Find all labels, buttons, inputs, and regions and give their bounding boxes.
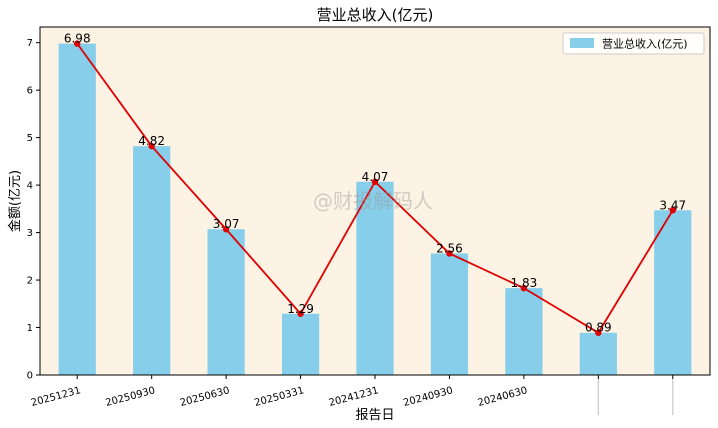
- y-tick-label: 7: [27, 38, 33, 49]
- line-point: [222, 226, 230, 233]
- line-series: [74, 40, 676, 336]
- legend-box: [562, 32, 705, 55]
- data-label: 3.47: [659, 198, 686, 212]
- x-axis-label: 报告日: [355, 408, 394, 423]
- line-point: [595, 329, 602, 336]
- x-tick-label: 20241231: [328, 385, 380, 409]
- legend: 营业总收入(亿元): [562, 32, 705, 55]
- bar-20240930: [430, 253, 469, 375]
- y-tick-label: 5: [27, 133, 33, 144]
- watermark: @财报解码人: [313, 189, 433, 213]
- y-tick-label: 2: [27, 276, 33, 287]
- bar-20251231: [58, 43, 96, 376]
- x-tick-label: 20250930: [104, 385, 156, 409]
- data-label: 4.07: [362, 170, 389, 184]
- bar-series: [58, 43, 692, 376]
- y-tick-label: 6: [27, 86, 33, 97]
- data-label: 2.56: [436, 241, 463, 255]
- bar-20250630: [207, 229, 245, 375]
- data-label: 1.83: [511, 276, 538, 290]
- x-tick-label: 20240630: [477, 385, 529, 409]
- data-labels: 6.98 4.82 3.07 1.29 4.07 2.56 1.83 0.89 3.47: [64, 32, 686, 335]
- y-tick-label: 3: [27, 228, 33, 239]
- y-tick-label: 0: [27, 371, 33, 382]
- bar-item-8: [579, 332, 617, 375]
- data-label: 3.07: [213, 217, 240, 231]
- line-point: [446, 250, 453, 257]
- line-point: [371, 178, 379, 185]
- bar-20241231: [356, 181, 394, 375]
- data-label: 6.98: [64, 32, 91, 46]
- line-point: [520, 284, 528, 292]
- legend-swatch: [570, 38, 594, 48]
- bar-20240630: [505, 288, 543, 375]
- x-tick-label: 20250331: [253, 385, 305, 409]
- y-tick-label: 1: [27, 323, 33, 334]
- bar-item-9: [654, 210, 692, 375]
- line-point: [297, 310, 304, 317]
- line-point: [669, 207, 676, 214]
- x-tick-label: 20250630: [179, 385, 231, 409]
- line-point: [74, 40, 81, 47]
- line-point: [148, 142, 155, 150]
- data-label: 4.82: [138, 134, 165, 148]
- x-tick-label: 20251231: [30, 385, 82, 409]
- bar-20250331: [281, 313, 320, 375]
- legend-label: 营业总收入(亿元): [602, 37, 688, 51]
- data-label: 0.89: [585, 321, 612, 335]
- x-tick-label: 20240930: [402, 385, 454, 409]
- y-axis-label: 金额(亿元): [7, 170, 23, 232]
- bar-20250930: [133, 146, 171, 375]
- y-tick-label: 4: [27, 181, 33, 192]
- chart-title: 营业总收入(亿元): [317, 6, 434, 24]
- data-label: 1.29: [287, 302, 314, 316]
